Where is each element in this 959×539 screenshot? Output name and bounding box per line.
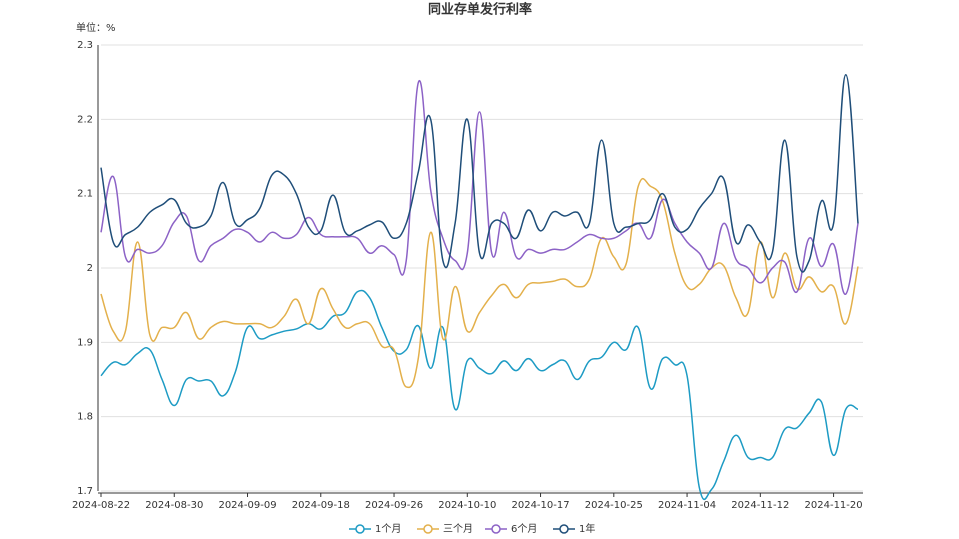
x-tick-label: 2024-11-12: [731, 500, 789, 511]
x-tick-label: 2024-11-20: [805, 500, 863, 511]
legend-symbol: [491, 524, 501, 534]
x-tick-label: 2024-09-26: [365, 500, 423, 511]
legend-symbol: [423, 524, 433, 534]
legend-item[interactable]: 1个月: [349, 523, 401, 535]
y-tick-label: 2.2: [77, 114, 93, 125]
series-line: [100, 177, 859, 389]
legend-symbol: [355, 524, 365, 534]
series-line: [100, 79, 859, 295]
series-line: [100, 73, 859, 273]
legend-item[interactable]: 三个月: [417, 523, 473, 535]
legend-label: 1年: [579, 522, 595, 535]
legend-symbol: [559, 524, 569, 534]
x-tick-label: 2024-09-18: [292, 500, 350, 511]
x-tick-label: 2024-10-10: [438, 500, 496, 511]
x-tick-label: 2024-08-22: [72, 500, 130, 511]
legend-label: 三个月: [443, 523, 473, 535]
x-tick-label: 2024-11-04: [658, 500, 716, 511]
y-tick-label: 1.8: [77, 412, 93, 423]
legend-item[interactable]: 6个月: [485, 523, 537, 535]
legend-label: 1个月: [375, 523, 401, 535]
x-tick-label: 2024-10-25: [585, 500, 643, 511]
y-tick-label: 2.1: [77, 189, 93, 200]
y-tick-label: 1.7: [77, 486, 93, 497]
x-tick-label: 2024-09-09: [218, 500, 276, 511]
x-tick-label: 2024-08-30: [145, 500, 203, 511]
y-axis-label: 单位：%: [76, 21, 116, 34]
y-tick-label: 2.3: [77, 40, 93, 51]
legend-item[interactable]: 1年: [553, 522, 595, 535]
legend-label: 6个月: [511, 523, 537, 535]
chart-title: 同业存单发行利率: [428, 2, 532, 18]
y-tick-label: 1.9: [77, 337, 93, 348]
series-line: [100, 289, 859, 501]
y-tick-label: 2: [87, 263, 93, 274]
x-tick-label: 2024-10-17: [511, 500, 569, 511]
